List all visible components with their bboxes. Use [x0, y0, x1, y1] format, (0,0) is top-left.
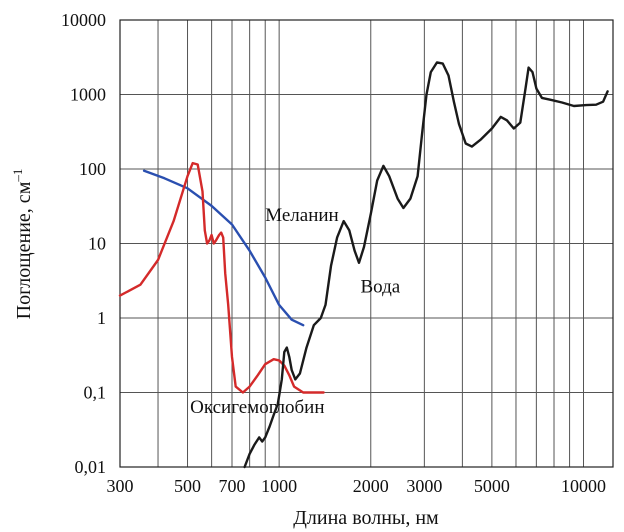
series-line: [243, 61, 609, 469]
x-tick-label: 3000: [406, 476, 442, 496]
series-annotation: Оксигемоглобин: [190, 397, 324, 418]
x-tick-label: 700: [218, 476, 245, 496]
x-axis-title: Длина волны, нм: [293, 507, 439, 529]
x-tick-label: 300: [107, 476, 134, 496]
series-annotation: Вода: [360, 276, 400, 297]
y-tick-label: 1000: [70, 85, 106, 105]
y-tick-label: 0,1: [84, 383, 107, 403]
y-tick-label: 100: [79, 159, 106, 179]
plot-frame: [119, 19, 614, 468]
x-tick-label: 500: [174, 476, 201, 496]
y-tick-labels: 0,01 0,1 1 10 100 1000 10000: [61, 10, 106, 477]
series-group: [118, 61, 609, 469]
y-tick-label: 0,01: [75, 457, 107, 477]
x-tick-label: 10000: [561, 476, 606, 496]
y-tick-label: 10: [88, 234, 106, 254]
y-tick-label: 1: [97, 308, 106, 328]
y-tick-label: 10000: [61, 10, 106, 30]
y-axis-title-main: Поглощение, см: [13, 181, 35, 319]
x-tick-label: 2000: [353, 476, 389, 496]
y-axis-title-exponent: –1: [10, 169, 25, 183]
x-tick-labels: 300 500 700 1000 2000 3000 5000 10000: [107, 476, 607, 496]
y-axis-title: Поглощение, см–1: [10, 169, 35, 320]
series-line: [142, 169, 305, 327]
series-line: [118, 161, 325, 394]
series-annotations: Меланин Вода Оксигемоглобин: [190, 205, 401, 418]
series-annotation: Меланин: [265, 205, 339, 226]
x-tick-label: 5000: [474, 476, 510, 496]
x-tick-label: 1000: [261, 476, 297, 496]
